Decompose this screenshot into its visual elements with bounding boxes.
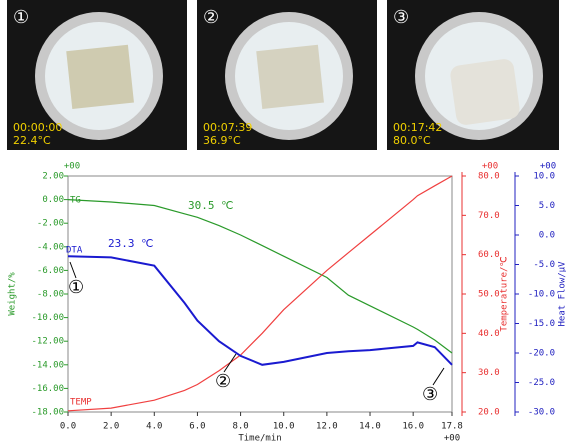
y-tick-label: -15.0 — [528, 319, 555, 329]
chart: 0.0 2.0 4.0 6.0 8.0 10.0 12.0 14.0 16.0 17.8 Time/… — [8, 162, 566, 444]
y-tick-label: 50.0 — [478, 290, 500, 300]
y-tick-label: -4.00 — [37, 242, 64, 252]
y-exponent: +00 — [482, 162, 498, 172]
figure: ①00:00:0022.4°C②00:07:3936.9°C③00:17:428… — [0, 0, 566, 446]
y-tick-label: 60.0 — [478, 250, 500, 260]
y-tick-label: -25.0 — [528, 378, 555, 388]
y-tick-label: 80.0 — [478, 172, 500, 182]
x-tick-label: 2.0 — [103, 422, 119, 432]
x-tick-label: 16.0 — [402, 422, 424, 432]
y-tick-label: 5.0 — [539, 201, 555, 211]
y-tick-label: 2.00 — [42, 172, 64, 182]
x-exponent: +00 — [444, 434, 460, 444]
x-tick-label: 6.0 — [189, 422, 205, 432]
page: {"photos": [ {"number": "①", "time": "00… — [0, 0, 566, 446]
photo-time: 00:07:39 — [203, 121, 252, 134]
x-tick-label: 4.0 — [146, 422, 162, 432]
y-tick-label: 0.0 — [539, 231, 555, 241]
x-tick-label: 8.0 — [232, 422, 248, 432]
marker-label: ③ — [422, 384, 438, 405]
y-tick-label: -16.00 — [31, 384, 64, 394]
photo-time: 00:00:00 — [13, 121, 62, 134]
arrow — [70, 262, 76, 278]
x-tick-label: 0.0 — [60, 422, 76, 432]
photo-time: 00:17:42 — [393, 121, 442, 134]
photo-temperature: 80.0°C — [393, 134, 431, 147]
marker-label: ① — [68, 277, 84, 298]
y-tick-label: -8.00 — [37, 290, 64, 300]
y-exponent: +00 — [540, 162, 556, 172]
y-tick-label: -2.00 — [37, 219, 64, 229]
annotation: TG — [70, 196, 81, 206]
series-line — [68, 256, 452, 365]
y-tick-label: -18.00 — [31, 408, 64, 418]
annotation: 23.3 ℃ — [108, 237, 153, 250]
y-axis-label: Temperature/℃ — [500, 256, 510, 331]
y-tick-label: -6.00 — [37, 266, 64, 276]
x-tick-label: 14.0 — [359, 422, 381, 432]
y-tick-label: 40.0 — [478, 329, 500, 339]
x-axis-label: Time/min — [238, 434, 281, 444]
series-line — [68, 200, 452, 353]
y-exponent: +00 — [64, 162, 80, 172]
photo-temperature: 36.9°C — [203, 134, 241, 147]
y-tick-label: -10.0 — [528, 290, 555, 300]
y-tick-label: -30.0 — [528, 408, 555, 418]
x-tick-label: 12.0 — [316, 422, 338, 432]
arrow — [224, 354, 236, 372]
y-axis-label: Weight/% — [8, 272, 18, 316]
y-tick-label: -14.00 — [31, 360, 64, 370]
arrow — [433, 368, 444, 385]
annotation: 30.5 ℃ — [188, 199, 233, 212]
plot-frame — [68, 176, 452, 412]
y-tick-label: -5.0 — [533, 260, 555, 270]
y-axis-label: Heat Flow/μV — [558, 261, 566, 327]
x-tick-label: 17.8 — [441, 422, 463, 432]
y-tick-label: 10.0 — [533, 172, 555, 182]
y-tick-label: -20.0 — [528, 349, 555, 359]
marker-label: ② — [215, 371, 231, 392]
y-tick-label: 30.0 — [478, 368, 500, 378]
y-tick-label: -10.00 — [31, 313, 64, 323]
series-line — [68, 176, 452, 411]
annotation: DTA — [66, 246, 83, 256]
photo-number: ② — [203, 7, 219, 28]
x-tick-label: 10.0 — [273, 422, 295, 432]
photo-number: ③ — [393, 7, 409, 28]
y-tick-label: 70.0 — [478, 211, 500, 221]
y-tick-label: 0.00 — [42, 195, 64, 205]
y-tick-label: 20.0 — [478, 408, 500, 418]
photo-temperature: 22.4°C — [13, 134, 51, 147]
y-tick-label: -12.00 — [31, 337, 64, 347]
photo-number: ① — [13, 7, 29, 28]
photos — [7, 0, 559, 150]
annotation: TEMP — [70, 398, 92, 408]
